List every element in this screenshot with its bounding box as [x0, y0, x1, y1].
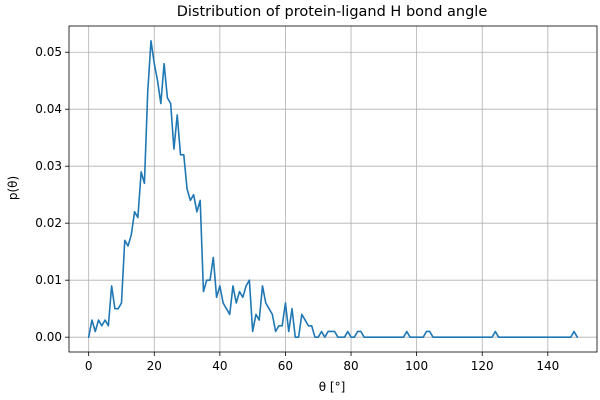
x-tick-label: 120 [471, 359, 494, 373]
x-tick-label: 20 [147, 359, 162, 373]
plot-frame [68, 25, 598, 353]
x-tick-label: 140 [536, 359, 559, 373]
grid-lines [69, 26, 597, 352]
chart-title: Distribution of protein-ligand H bond an… [177, 4, 488, 20]
series-line [87, 40, 579, 338]
x-tick-label: 60 [278, 359, 293, 373]
y-tick-label: 0.03 [35, 159, 62, 173]
y-tick-label: 0.05 [35, 45, 62, 59]
x-axis-ticks: 0 20 40 60 80 100 120 140 [85, 352, 559, 373]
y-axis-ticks: 0.00 0.01 0.02 0.03 0.04 0.05 [35, 45, 69, 344]
x-tick-label: 0 [85, 359, 93, 373]
y-tick-label: 0.01 [35, 273, 62, 287]
x-tick-label: 100 [405, 359, 428, 373]
series-layer [87, 40, 579, 338]
y-tick-label: 0.04 [35, 102, 62, 116]
x-tick-label: 80 [343, 359, 358, 373]
x-axis-label: θ [°] [319, 380, 346, 394]
y-tick-label: 0.00 [35, 330, 62, 344]
y-tick-label: 0.02 [35, 216, 62, 230]
y-axis-label: p(θ) [6, 176, 20, 200]
x-tick-label: 40 [212, 359, 227, 373]
